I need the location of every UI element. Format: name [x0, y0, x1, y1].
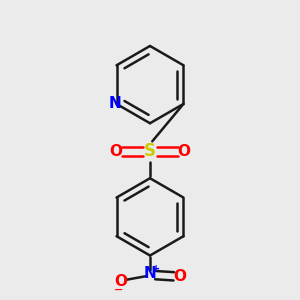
Text: O: O	[178, 144, 191, 159]
Text: −: −	[114, 285, 124, 295]
Text: S: S	[144, 142, 156, 160]
Text: N: N	[109, 95, 122, 110]
Text: O: O	[109, 144, 122, 159]
Text: +: +	[152, 264, 160, 274]
Text: O: O	[173, 269, 186, 284]
Text: O: O	[114, 274, 127, 289]
Text: N: N	[144, 266, 156, 281]
